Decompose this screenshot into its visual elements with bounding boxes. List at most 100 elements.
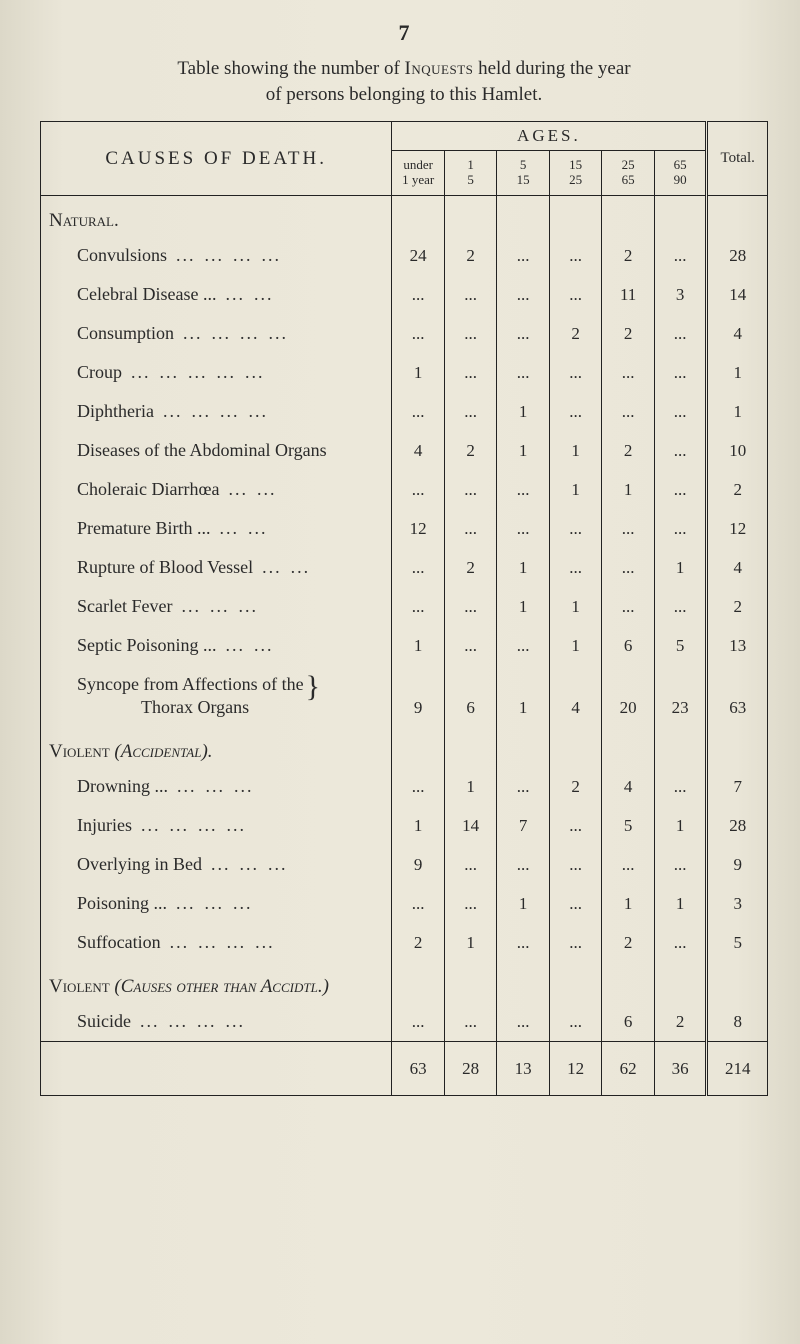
value-cell: ... bbox=[497, 509, 550, 548]
cause-label: Injuries ... ... ... ... bbox=[41, 806, 392, 845]
value-cell: 1 bbox=[654, 806, 707, 845]
row-total: 5 bbox=[707, 923, 768, 962]
value-cell: 1 bbox=[392, 806, 445, 845]
table-row: Diseases of the Abdominal Organs42112...… bbox=[41, 431, 768, 470]
table-row: Croup ... ... ... ... ...1..............… bbox=[41, 353, 768, 392]
page: 7 Table showing the number of Inquests h… bbox=[0, 0, 800, 1344]
value-cell: 3 bbox=[654, 275, 707, 314]
value-cell: ... bbox=[549, 275, 602, 314]
row-total: 10 bbox=[707, 431, 768, 470]
cause-label: Drowning ... ... ... ... bbox=[41, 767, 392, 806]
value-cell: ... bbox=[497, 767, 550, 806]
totals-cell: 63 bbox=[392, 1042, 445, 1096]
value-cell: ... bbox=[549, 353, 602, 392]
empty-cell bbox=[707, 727, 768, 767]
row-total: 13 bbox=[707, 626, 768, 665]
value-cell: 2 bbox=[654, 1002, 707, 1042]
cause-label: Septic Poisoning ... ... ... bbox=[41, 626, 392, 665]
value-cell: 20 bbox=[602, 665, 655, 727]
caption-text-2: of persons belonging to this Hamlet. bbox=[266, 84, 543, 105]
value-cell: 9 bbox=[392, 665, 445, 727]
table-row: Poisoning ... ... ... .........1...113 bbox=[41, 884, 768, 923]
value-cell: ... bbox=[654, 431, 707, 470]
row-total: 2 bbox=[707, 587, 768, 626]
value-cell: 5 bbox=[602, 806, 655, 845]
value-cell: ... bbox=[497, 845, 550, 884]
value-cell: ... bbox=[497, 353, 550, 392]
row-total: 4 bbox=[707, 314, 768, 353]
row-total: 3 bbox=[707, 884, 768, 923]
value-cell: ... bbox=[549, 1002, 602, 1042]
value-cell: ... bbox=[654, 392, 707, 431]
cause-label: Premature Birth ... ... ... bbox=[41, 509, 392, 548]
header-age-col: 2565 bbox=[602, 151, 655, 196]
value-cell: ... bbox=[549, 923, 602, 962]
value-cell: 1 bbox=[602, 884, 655, 923]
value-cell: 2 bbox=[444, 548, 497, 587]
value-cell: 1 bbox=[549, 626, 602, 665]
value-cell: ... bbox=[654, 587, 707, 626]
table-row: Premature Birth ... ... ...12...........… bbox=[41, 509, 768, 548]
value-cell: 2 bbox=[602, 431, 655, 470]
cause-label: Poisoning ... ... ... ... bbox=[41, 884, 392, 923]
value-cell: 24 bbox=[392, 236, 445, 275]
value-cell: ... bbox=[497, 626, 550, 665]
table-row: Suicide ... ... ... ...............628 bbox=[41, 1002, 768, 1042]
empty-cell bbox=[549, 727, 602, 767]
value-cell: ... bbox=[549, 884, 602, 923]
table-row: Overlying in Bed ... ... ...9...........… bbox=[41, 845, 768, 884]
empty-cell bbox=[602, 196, 655, 237]
value-cell: ... bbox=[602, 845, 655, 884]
empty-cell bbox=[392, 196, 445, 237]
value-cell: ... bbox=[654, 236, 707, 275]
totals-cell: 12 bbox=[549, 1042, 602, 1096]
value-cell: ... bbox=[444, 470, 497, 509]
section-row: Violent (Accidental). bbox=[41, 727, 768, 767]
empty-cell bbox=[707, 962, 768, 1002]
table-row: Celebral Disease ... ... ...............… bbox=[41, 275, 768, 314]
row-total: 63 bbox=[707, 665, 768, 727]
value-cell: ... bbox=[654, 509, 707, 548]
value-cell: ... bbox=[392, 767, 445, 806]
section-title: Natural. bbox=[41, 196, 392, 237]
value-cell: ... bbox=[444, 392, 497, 431]
value-cell: ... bbox=[392, 548, 445, 587]
empty-cell bbox=[602, 962, 655, 1002]
cause-label: Suicide ... ... ... ... bbox=[41, 1002, 392, 1042]
row-total: 4 bbox=[707, 548, 768, 587]
table-row: Choleraic Diarrhœa ... ............11...… bbox=[41, 470, 768, 509]
cause-label: Diphtheria ... ... ... ... bbox=[41, 392, 392, 431]
value-cell: 4 bbox=[549, 665, 602, 727]
value-cell: 6 bbox=[602, 626, 655, 665]
empty-cell bbox=[602, 727, 655, 767]
value-cell: 1 bbox=[392, 353, 445, 392]
value-cell: ... bbox=[392, 884, 445, 923]
cause-label: Diseases of the Abdominal Organs bbox=[41, 431, 392, 470]
table-caption: Table showing the number of Inquests hel… bbox=[70, 56, 738, 107]
value-cell: 1 bbox=[654, 884, 707, 923]
value-cell: ... bbox=[602, 587, 655, 626]
table-row: Rupture of Blood Vessel ... ......21....… bbox=[41, 548, 768, 587]
value-cell: 4 bbox=[602, 767, 655, 806]
value-cell: 1 bbox=[444, 767, 497, 806]
value-cell: 2 bbox=[602, 314, 655, 353]
value-cell: 6 bbox=[602, 1002, 655, 1042]
value-cell: ... bbox=[654, 314, 707, 353]
totals-blank bbox=[41, 1042, 392, 1096]
value-cell: 2 bbox=[602, 923, 655, 962]
value-cell: ... bbox=[444, 353, 497, 392]
row-total: 14 bbox=[707, 275, 768, 314]
value-cell: 9 bbox=[392, 845, 445, 884]
value-cell: ... bbox=[602, 353, 655, 392]
value-cell: ... bbox=[392, 314, 445, 353]
table-body: Natural.Convulsions ... ... ... ...242..… bbox=[41, 196, 768, 1096]
table-row: Diphtheria ... ... ... .........1.......… bbox=[41, 392, 768, 431]
value-cell: 1 bbox=[497, 884, 550, 923]
value-cell: 4 bbox=[392, 431, 445, 470]
value-cell: 1 bbox=[549, 587, 602, 626]
value-cell: ... bbox=[602, 509, 655, 548]
value-cell: ... bbox=[444, 509, 497, 548]
value-cell: 1 bbox=[392, 626, 445, 665]
value-cell: ... bbox=[444, 587, 497, 626]
value-cell: 2 bbox=[444, 236, 497, 275]
